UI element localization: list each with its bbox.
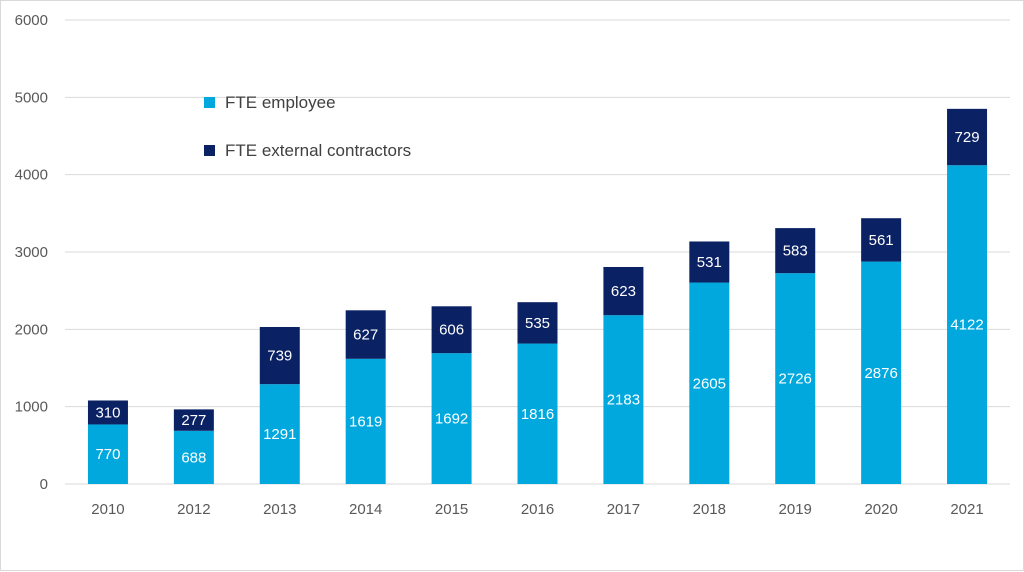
data-label: 729 — [955, 129, 980, 146]
data-label: 1692 — [435, 411, 468, 428]
bar-segment — [173, 430, 214, 484]
y-tick-label: 3000 — [15, 244, 48, 261]
y-tick-label: 5000 — [15, 89, 48, 106]
bar-segment — [775, 273, 816, 484]
data-label: 1619 — [349, 413, 382, 430]
data-label: 688 — [181, 449, 206, 466]
data-label: 606 — [439, 322, 464, 339]
x-tick-label: 2012 — [177, 501, 210, 518]
bar-segment — [431, 353, 472, 484]
bar-segment — [431, 306, 472, 354]
bar-segment — [603, 267, 644, 316]
data-label: 561 — [869, 232, 894, 249]
x-tick-label: 2014 — [349, 501, 382, 518]
data-label: 277 — [181, 412, 206, 429]
bar-segment — [345, 310, 386, 359]
y-tick-label: 4000 — [15, 167, 48, 184]
y-tick-label: 2000 — [15, 321, 48, 338]
data-label: 2876 — [864, 365, 897, 382]
legend-swatch — [204, 97, 215, 108]
bar-segment — [861, 261, 902, 484]
bar-segment — [775, 228, 816, 274]
y-tick-label: 1000 — [15, 399, 48, 416]
bar-segment — [173, 409, 214, 431]
data-label: 531 — [697, 254, 722, 271]
legend-label: FTE employee — [225, 93, 336, 112]
bar-segment — [947, 108, 988, 166]
x-tick-label: 2020 — [864, 501, 897, 518]
x-tick-label: 2016 — [521, 501, 554, 518]
data-label: 739 — [267, 348, 292, 365]
bar-segment — [517, 343, 558, 484]
bar-segment — [87, 424, 128, 484]
data-label: 1291 — [263, 426, 296, 443]
y-tick-label: 6000 — [15, 12, 48, 29]
x-tick-label: 2015 — [435, 501, 468, 518]
bar-segment — [345, 358, 386, 484]
data-label: 770 — [95, 446, 120, 463]
x-tick-label: 2010 — [91, 501, 124, 518]
bar-segment — [517, 302, 558, 344]
bar-segment — [603, 315, 644, 484]
bar-segment — [689, 241, 730, 283]
data-label: 2183 — [607, 392, 640, 409]
bar-segment — [87, 400, 128, 425]
data-label: 623 — [611, 283, 636, 300]
x-tick-label: 2021 — [950, 501, 983, 518]
data-label: 310 — [95, 404, 120, 421]
data-label: 627 — [353, 327, 378, 344]
bar-segment — [259, 384, 300, 484]
data-label: 535 — [525, 315, 550, 332]
data-label: 2726 — [779, 371, 812, 388]
legend-swatch — [204, 145, 215, 156]
bar-segment — [259, 327, 300, 385]
bar-segment — [947, 165, 988, 484]
bar-segment — [689, 282, 730, 484]
data-label: 1816 — [521, 406, 554, 423]
x-tick-label: 2013 — [263, 501, 296, 518]
x-tick-label: 2019 — [779, 501, 812, 518]
x-tick-label: 2017 — [607, 501, 640, 518]
y-tick-label: 0 — [40, 476, 48, 493]
bar-segment — [861, 218, 902, 262]
data-label: 4122 — [950, 317, 983, 334]
x-tick-label: 2018 — [693, 501, 726, 518]
data-label: 583 — [783, 243, 808, 260]
legend-label: FTE external contractors — [225, 141, 411, 160]
data-label: 2605 — [693, 375, 726, 392]
